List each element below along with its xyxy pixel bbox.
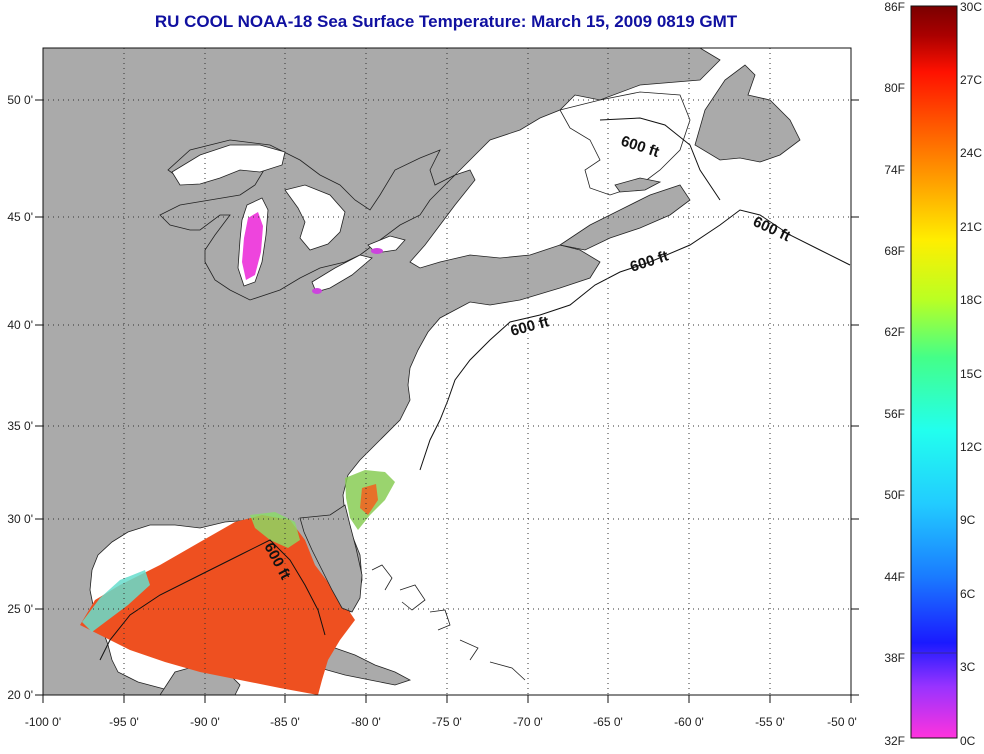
lake-superior xyxy=(171,144,286,186)
newfoundland xyxy=(694,64,801,163)
gulf-cool-patch-west xyxy=(82,570,150,632)
lat-label: 30 0' xyxy=(7,512,33,526)
nova-scotia xyxy=(558,184,691,251)
colorbar-c-label: 9C xyxy=(960,513,976,527)
lon-label: -90 0' xyxy=(190,715,220,729)
colorbar-c-label: 0C xyxy=(960,734,976,748)
colorbar-c-label: 6C xyxy=(960,587,976,601)
colorbar-c-label: 15C xyxy=(960,367,982,381)
gulf-cool-patch-north xyxy=(250,512,300,548)
lon-label: -95 0' xyxy=(109,715,139,729)
isobath-600ft xyxy=(419,209,851,471)
lon-label: -80 0' xyxy=(351,715,381,729)
color-bar xyxy=(910,5,958,739)
prince-edward-island xyxy=(614,177,662,193)
colorbar-f-label: 80F xyxy=(884,81,905,95)
colorbar-f-label: 62F xyxy=(884,325,905,339)
lat-label: 50 0' xyxy=(7,93,33,107)
lat-label: 25 0' xyxy=(7,602,33,616)
lake-ontario-sst xyxy=(371,248,383,254)
colorbar-f-label: 32F xyxy=(884,734,905,748)
lat-label: 40 0' xyxy=(7,318,33,332)
colorbar-c-label: 12C xyxy=(960,440,982,454)
colorbar-c-label: 18C xyxy=(960,293,982,307)
lon-label: -70 0' xyxy=(513,715,543,729)
colorbar-f-label: 44F xyxy=(884,570,905,584)
colorbar-f-label: 50F xyxy=(884,488,905,502)
florida xyxy=(299,504,363,613)
lon-label: -100 0' xyxy=(25,715,61,729)
lat-label: 20 0' xyxy=(7,688,33,702)
lat-label: 45 0' xyxy=(7,210,33,224)
colorbar-f-label: 86F xyxy=(884,0,905,14)
lon-label: -60 0' xyxy=(674,715,704,729)
colorbar-f-label: 68F xyxy=(884,244,905,258)
lon-label: -65 0' xyxy=(593,715,623,729)
colorbar-c-label: 21C xyxy=(960,220,982,234)
bahamas xyxy=(371,564,526,681)
colorbar-c-label: 24C xyxy=(960,146,982,160)
isobath-600ft-gulf-st-lawrence xyxy=(599,117,721,201)
colorbar-f-label: 38F xyxy=(884,651,905,665)
map-title: RU COOL NOAA-18 Sea Surface Temperature:… xyxy=(154,12,738,31)
isobath-600ft-gulf xyxy=(99,539,326,661)
lon-label: -55 0' xyxy=(755,715,785,729)
colorbar-c-label: 30C xyxy=(960,0,982,14)
lon-label: -50 0' xyxy=(827,715,857,729)
lake-michigan-sst xyxy=(242,212,263,280)
lake-erie-sst xyxy=(312,288,322,294)
florida-sst-warm xyxy=(360,484,378,515)
lon-label: -85 0' xyxy=(270,715,300,729)
colorbar-c-label: 27C xyxy=(960,73,982,87)
colorbar-f-label: 74F xyxy=(884,163,905,177)
colorbar-c-label: 3C xyxy=(960,660,976,674)
colorbar-f-label: 56F xyxy=(884,407,905,421)
lon-label: -75 0' xyxy=(432,715,462,729)
lake-huron xyxy=(284,184,346,251)
gulf-sst-swath xyxy=(80,515,355,695)
lat-label: 35 0' xyxy=(7,419,33,433)
axis-ticks xyxy=(35,99,859,703)
